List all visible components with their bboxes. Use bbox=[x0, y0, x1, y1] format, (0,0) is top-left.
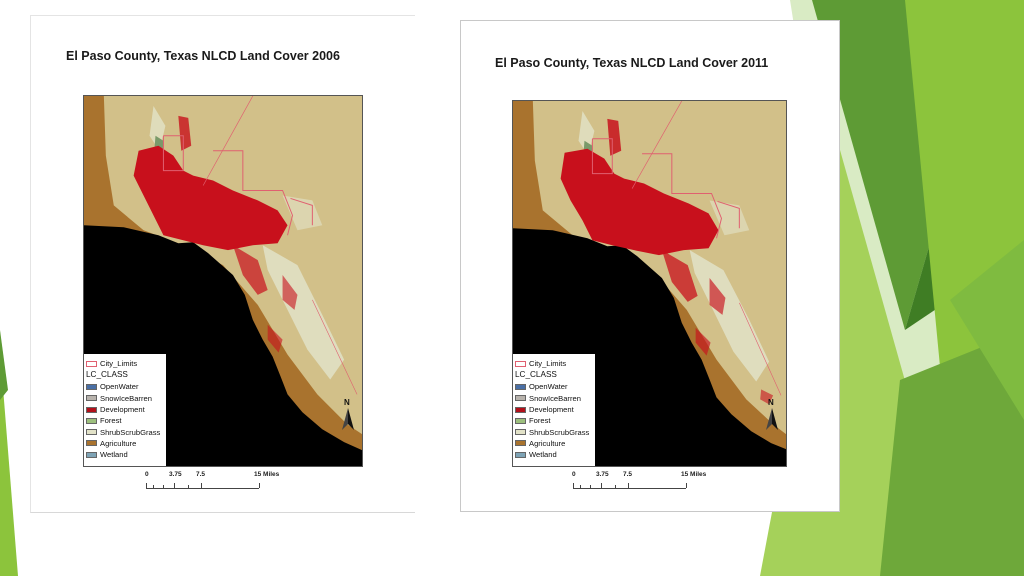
map-legend: City_Limits LC_CLASS OpenWater SnowIceBar… bbox=[513, 354, 595, 466]
legend-swatch bbox=[515, 395, 526, 402]
scale-minor-tick bbox=[615, 485, 616, 488]
map-legend: City_Limits LC_CLASS OpenWater SnowIceBar… bbox=[84, 354, 166, 466]
legend-swatch bbox=[86, 383, 97, 390]
scale-tick-label: 3.75 bbox=[169, 471, 182, 478]
map-title: El Paso County, Texas NLCD Land Cover 20… bbox=[495, 56, 769, 70]
legend-swatch bbox=[86, 429, 97, 436]
legend-boundary-row: City_Limits bbox=[86, 358, 166, 369]
legend-item: ShrubScrubGrass bbox=[86, 426, 166, 437]
legend-item-label: SnowIceBarren bbox=[100, 393, 152, 403]
scale-tick bbox=[628, 483, 629, 488]
legend-item-label: Development bbox=[529, 405, 574, 415]
legend-item-label: ShrubScrubGrass bbox=[529, 427, 590, 437]
scale-tick bbox=[146, 483, 147, 488]
legend-class-title: LC_CLASS bbox=[86, 370, 128, 380]
legend-swatch bbox=[515, 440, 526, 447]
legend-swatch bbox=[86, 406, 97, 413]
legend-item-label: Forest bbox=[529, 416, 551, 426]
scale-minor-tick bbox=[188, 485, 189, 488]
legend-swatch bbox=[515, 451, 526, 458]
legend-item: ShrubScrubGrass bbox=[515, 426, 595, 437]
legend-item-label: OpenWater bbox=[529, 382, 568, 392]
scale-tick-label: 0 bbox=[572, 471, 576, 478]
scale-tick-label: 15 Miles bbox=[254, 471, 280, 478]
scale-tick bbox=[201, 483, 202, 488]
scale-minor-tick bbox=[163, 485, 164, 488]
map-title: El Paso County, Texas NLCD Land Cover 20… bbox=[66, 49, 340, 63]
legend-swatch bbox=[86, 395, 97, 402]
legend-swatch bbox=[515, 383, 526, 390]
scale-tick bbox=[174, 483, 175, 488]
scale-minor-tick bbox=[590, 485, 591, 488]
legend-item-label: ShrubScrubGrass bbox=[100, 427, 161, 437]
map-panel-2011: El Paso County, Texas NLCD Land Cover 20… bbox=[460, 20, 840, 512]
legend-item-label: OpenWater bbox=[100, 382, 139, 392]
scale-tick-label: 3.75 bbox=[596, 471, 609, 478]
scale-bar: 0 3.75 7.5 15 Miles bbox=[143, 471, 283, 493]
legend-boundary-row: City_Limits bbox=[515, 358, 595, 369]
north-arrow-icon bbox=[342, 408, 354, 430]
legend-item: Forest bbox=[515, 415, 595, 426]
scale-bar-line bbox=[146, 484, 259, 489]
legend-item: Development bbox=[515, 404, 595, 415]
legend-item: Wetland bbox=[86, 449, 166, 460]
scale-minor-tick bbox=[153, 485, 154, 488]
legend-swatch bbox=[86, 440, 97, 447]
scale-tick bbox=[259, 483, 260, 488]
north-arrow: N bbox=[340, 398, 356, 432]
scale-tick bbox=[601, 483, 602, 488]
legend-class-list: OpenWater SnowIceBarren Development Forest S… bbox=[515, 381, 595, 460]
scale-tick-label: 7.5 bbox=[623, 471, 633, 478]
legend-item-label: SnowIceBarren bbox=[529, 393, 581, 403]
city-limits-swatch bbox=[86, 360, 97, 367]
scale-tick bbox=[686, 483, 687, 488]
legend-item-label: Agriculture bbox=[529, 438, 566, 448]
legend-class-title: LC_CLASS bbox=[515, 370, 557, 380]
legend-item-label: Agriculture bbox=[100, 438, 137, 448]
legend-item: SnowIceBarren bbox=[86, 393, 166, 404]
legend-swatch bbox=[515, 406, 526, 413]
legend-boundary-label: City_Limits bbox=[100, 359, 138, 369]
north-arrow: N bbox=[764, 398, 780, 432]
legend-class-list: OpenWater SnowIceBarren Development Forest S… bbox=[86, 381, 166, 460]
map-panel-2006: El Paso County, Texas NLCD Land Cover 20… bbox=[30, 15, 415, 513]
land-cover-map: City_Limits LC_CLASS OpenWater SnowIceBar… bbox=[83, 95, 363, 467]
legend-item: Agriculture bbox=[86, 438, 166, 449]
legend-item: Development bbox=[86, 404, 166, 415]
legend-item-label: Development bbox=[100, 405, 145, 415]
scale-tick-label: 7.5 bbox=[196, 471, 206, 478]
legend-item: OpenWater bbox=[86, 381, 166, 392]
legend-item: OpenWater bbox=[515, 381, 595, 392]
legend-item-label: Forest bbox=[100, 416, 122, 426]
legend-item-label: Wetland bbox=[100, 450, 128, 460]
scale-tick-label: 0 bbox=[145, 471, 149, 478]
legend-item: Wetland bbox=[515, 449, 595, 460]
north-arrow-icon bbox=[766, 408, 778, 430]
city-limits-swatch bbox=[515, 360, 526, 367]
legend-boundary-label: City_Limits bbox=[529, 359, 567, 369]
legend-swatch bbox=[86, 417, 97, 424]
legend-item: Agriculture bbox=[515, 438, 595, 449]
scale-minor-tick bbox=[580, 485, 581, 488]
legend-swatch bbox=[515, 417, 526, 424]
legend-item-label: Wetland bbox=[529, 450, 557, 460]
land-cover-map: City_Limits LC_CLASS OpenWater SnowIceBar… bbox=[512, 100, 787, 467]
legend-item: Forest bbox=[86, 415, 166, 426]
legend-swatch bbox=[515, 429, 526, 436]
scale-bar: 0 3.75 7.5 15 Miles bbox=[570, 471, 712, 493]
scale-tick-label: 15 Miles bbox=[681, 471, 707, 478]
legend-swatch bbox=[86, 451, 97, 458]
north-arrow-label: N bbox=[344, 398, 350, 407]
legend-item: SnowIceBarren bbox=[515, 393, 595, 404]
north-arrow-label: N bbox=[768, 398, 774, 407]
scale-bar-line bbox=[573, 484, 686, 489]
scale-tick bbox=[573, 483, 574, 488]
